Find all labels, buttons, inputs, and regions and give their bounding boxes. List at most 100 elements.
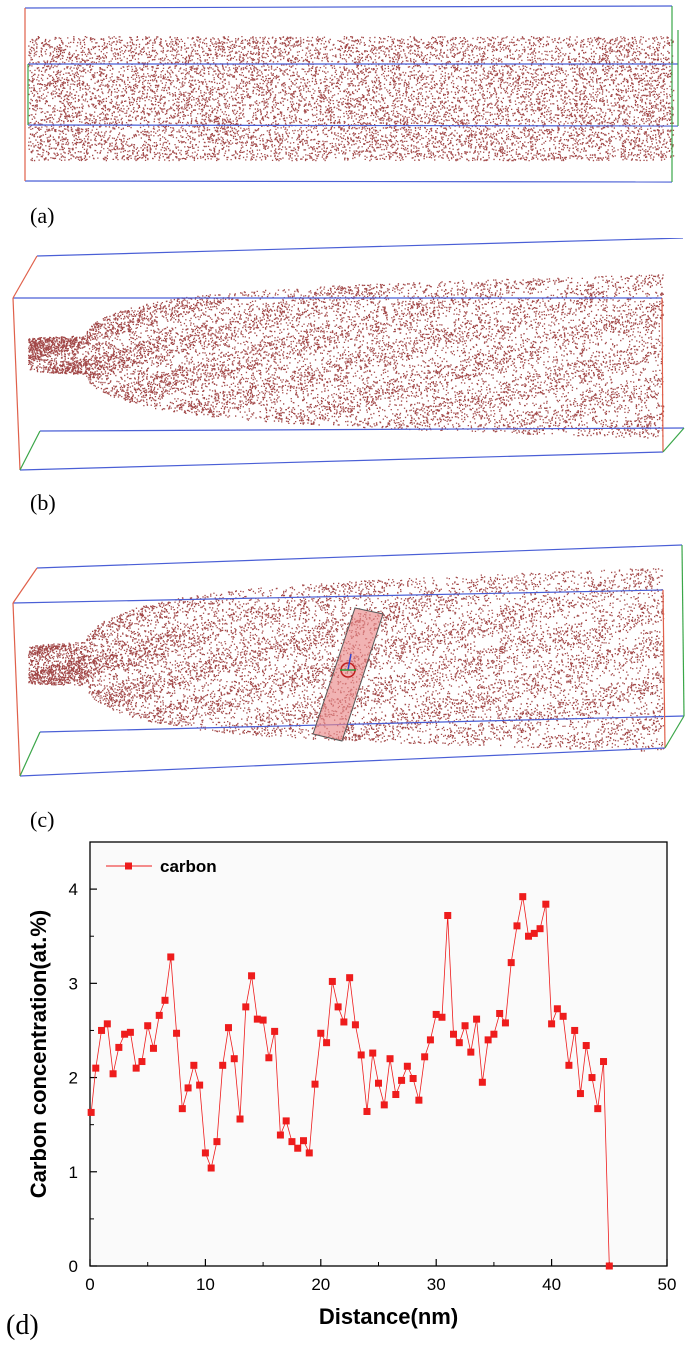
data-point <box>386 1055 394 1063</box>
chart-svg: 0 10 20 30 40 50 0 1 2 3 4 Distance(nm) Carbon conce… <box>26 841 677 1329</box>
data-point <box>248 972 256 980</box>
data-point <box>594 1105 602 1113</box>
data-point <box>305 1149 313 1157</box>
atom-cloud <box>28 36 675 162</box>
panel-a <box>0 0 696 230</box>
panel-a-label: (a) <box>30 203 55 228</box>
data-point <box>403 1062 411 1070</box>
data-point <box>432 1010 440 1018</box>
data-point <box>605 1262 613 1270</box>
x-axis-label: Distance(nm) <box>319 1304 458 1329</box>
data-point <box>519 893 527 901</box>
data-point <box>455 1039 463 1047</box>
data-point <box>178 1105 186 1113</box>
box-edge <box>39 427 685 432</box>
x-tick-label: 0 <box>85 1275 94 1294</box>
data-point <box>340 1018 348 1026</box>
data-point <box>484 1036 492 1044</box>
data-point <box>565 1061 573 1069</box>
box-edge <box>664 715 685 749</box>
panel-d-label: (d) <box>6 1310 39 1341</box>
selection-cylinder[interactable] <box>312 607 384 742</box>
x-tick-label: 50 <box>658 1275 677 1294</box>
data-point <box>230 1055 238 1063</box>
box-edge <box>36 238 684 257</box>
data-point <box>98 1026 106 1034</box>
data-point <box>276 1131 284 1139</box>
data-point <box>144 1022 152 1030</box>
data-point <box>548 1020 556 1028</box>
box-edge <box>19 430 41 471</box>
x-tick-label: 40 <box>542 1275 561 1294</box>
y-tick-label: 0 <box>69 1257 78 1276</box>
box-edge <box>24 5 673 9</box>
data-point <box>501 1019 509 1027</box>
data-point <box>450 1030 458 1038</box>
data-point <box>126 1028 134 1036</box>
data-point <box>328 977 336 985</box>
data-point <box>496 1009 504 1017</box>
atom-map-a <box>24 5 679 183</box>
data-point <box>224 1024 232 1032</box>
box-edge <box>661 297 664 453</box>
data-point <box>375 1079 382 1087</box>
legend-label: carbon <box>160 857 217 876</box>
y-axis-label: Carbon concentration(at.%) <box>26 910 51 1198</box>
data-point <box>103 1020 111 1028</box>
data-point <box>259 1016 267 1024</box>
data-point <box>207 1164 215 1172</box>
panel-c-label: (c) <box>30 807 55 832</box>
box-edge <box>12 602 21 777</box>
plot-frame <box>89 841 668 1267</box>
data-point <box>525 932 533 940</box>
box-edge <box>662 427 685 453</box>
data-point <box>294 1144 302 1152</box>
atom-cloud <box>28 568 665 752</box>
box-edge <box>662 589 666 749</box>
data-point <box>317 1029 325 1037</box>
panel-c <box>0 535 696 800</box>
box-edge <box>12 567 38 604</box>
data-point <box>109 1070 117 1078</box>
data-point <box>478 1078 486 1086</box>
data-point <box>357 1051 365 1059</box>
data-point <box>438 1013 446 1021</box>
data-point <box>121 1030 129 1038</box>
data-point <box>363 1107 371 1115</box>
box-edge <box>19 731 41 777</box>
data-point <box>536 925 544 933</box>
data-point <box>582 1042 590 1050</box>
atom-map-c <box>12 544 685 777</box>
data-point <box>155 1011 163 1019</box>
y-tick-label: 2 <box>69 1069 78 1088</box>
data-point <box>398 1076 406 1084</box>
data-point <box>132 1064 140 1072</box>
box-edge <box>19 747 666 777</box>
data-point <box>409 1074 417 1082</box>
data-point <box>415 1096 423 1104</box>
data-point <box>444 911 452 919</box>
x-tick-label: 30 <box>427 1275 446 1294</box>
data-point <box>288 1138 296 1146</box>
data-point <box>473 1015 481 1023</box>
data-point <box>507 959 515 967</box>
box-edge <box>27 124 679 127</box>
data-point <box>190 1061 198 1069</box>
box-edge <box>39 715 685 733</box>
data-point <box>351 1021 359 1029</box>
panel-b-label: (b) <box>30 490 56 515</box>
data-point <box>576 1090 584 1098</box>
data-point <box>213 1138 221 1146</box>
data-point <box>461 1022 469 1030</box>
data-point <box>149 1044 157 1052</box>
data-point <box>467 1048 475 1056</box>
x-tick-label: 10 <box>196 1275 215 1294</box>
data-point <box>346 974 354 982</box>
box-edge <box>36 544 683 569</box>
atom-cloud <box>28 274 665 439</box>
panel-b <box>0 238 696 488</box>
data-point <box>323 1039 331 1047</box>
data-point <box>236 1115 244 1123</box>
data-point <box>426 1036 434 1044</box>
box-edge <box>12 255 38 299</box>
